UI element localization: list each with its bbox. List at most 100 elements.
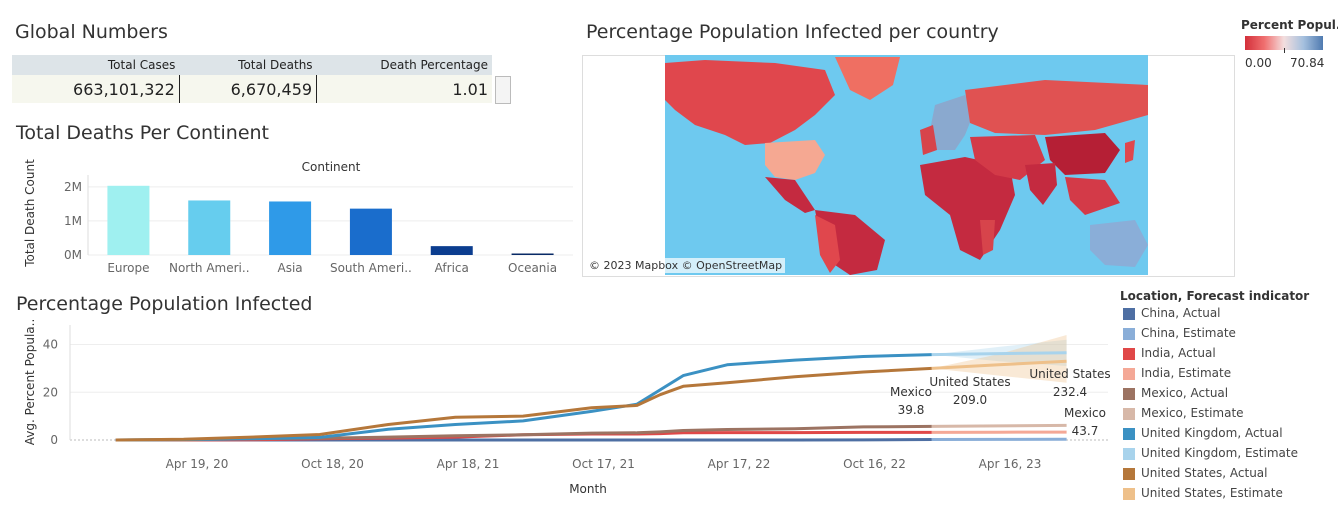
line-legend-title: Location, Forecast indicator xyxy=(1120,289,1310,303)
value-total-deaths: 6,670,459 xyxy=(179,75,318,103)
bar-1[interactable] xyxy=(188,200,231,255)
bar-category-label: Europe xyxy=(107,261,149,275)
legend-swatch xyxy=(1123,407,1135,420)
country-south-africa[interactable] xyxy=(980,220,995,255)
global-numbers-table: Total Cases Total Deaths Death Percentag… xyxy=(12,55,492,103)
line-x-tick: Apr 19, 20 xyxy=(166,457,229,471)
country-uk[interactable] xyxy=(920,125,937,155)
line-annotation: Mexico xyxy=(890,385,932,399)
legend-item[interactable]: Mexico, Estimate xyxy=(1123,406,1244,424)
legend-label: India, Actual xyxy=(1141,346,1216,360)
line-chart-title: Percentage Population Infected xyxy=(16,293,313,315)
forecast-band xyxy=(931,335,1067,383)
bar-0[interactable] xyxy=(107,185,150,255)
line-x-tick: Apr 17, 22 xyxy=(708,457,771,471)
country-japan[interactable] xyxy=(1125,140,1135,163)
country-greenland[interactable] xyxy=(835,57,900,100)
country-se-asia[interactable] xyxy=(1065,177,1120,215)
legend-swatch xyxy=(1123,367,1135,380)
map-legend-min: 0.00 xyxy=(1245,56,1272,70)
legend-label: Mexico, Actual xyxy=(1141,386,1229,400)
country-india[interactable] xyxy=(1025,163,1057,205)
legend-item[interactable]: China, Estimate xyxy=(1123,326,1236,344)
country-canada[interactable] xyxy=(665,60,835,145)
line-annotation: United States xyxy=(929,375,1010,389)
legend-label: United States, Estimate xyxy=(1141,486,1283,500)
legend-swatch xyxy=(1123,467,1135,480)
line-annotation: 232.4 xyxy=(1053,385,1087,399)
header-total-deaths: Total Deaths xyxy=(179,55,317,75)
bar-y-tick: 2M xyxy=(64,180,82,194)
percentage-infected-chart: Avg. Percent Popula.. Month 0 20 40 Apr 19,… xyxy=(23,320,1111,496)
legend-swatch xyxy=(1123,487,1135,500)
legend-item[interactable]: United Kingdom, Actual xyxy=(1123,426,1283,444)
legend-item[interactable]: China, Actual xyxy=(1123,306,1221,324)
value-death-percentage: 1.01 xyxy=(316,75,492,103)
map-legend-title: Percent Popul.. xyxy=(1241,18,1338,32)
bar-category-label: Asia xyxy=(278,261,303,275)
country-europe[interactable] xyxy=(930,95,975,150)
bar-5[interactable] xyxy=(511,253,554,256)
series-line-9[interactable] xyxy=(931,359,1067,370)
line-x-tick: Oct 18, 20 xyxy=(301,457,364,471)
legend-item[interactable]: United States, Actual xyxy=(1123,466,1267,484)
country-argentina[interactable] xyxy=(815,215,840,273)
legend-item[interactable]: India, Estimate xyxy=(1123,366,1231,384)
bar-y-label: Total Death Count xyxy=(23,159,37,268)
bar-y-tick: 1M xyxy=(64,214,82,228)
world-map[interactable] xyxy=(665,55,1148,275)
series-line-6[interactable] xyxy=(115,353,932,442)
bar-y-tick: 0M xyxy=(64,248,82,262)
legend-item[interactable]: India, Actual xyxy=(1123,346,1216,364)
global-numbers-title: Global Numbers xyxy=(15,21,168,43)
country-usa[interactable] xyxy=(765,140,825,180)
country-australia[interactable] xyxy=(1090,220,1148,267)
line-y-tick: 20 xyxy=(43,385,58,399)
header-total-cases: Total Cases xyxy=(12,55,180,75)
line-x-tick: Apr 18, 21 xyxy=(437,457,500,471)
legend-label: China, Actual xyxy=(1141,306,1221,320)
line-x-tick: Oct 17, 21 xyxy=(572,457,635,471)
bar-4[interactable] xyxy=(430,246,473,255)
bar-category-label: Africa xyxy=(435,261,469,275)
bar-3[interactable] xyxy=(349,208,392,255)
series-line-8[interactable] xyxy=(115,366,932,442)
legend-swatch xyxy=(1123,447,1135,460)
legend-label: United Kingdom, Actual xyxy=(1141,426,1283,440)
line-x-tick: Oct 16, 22 xyxy=(843,457,906,471)
table-scrollbar[interactable] xyxy=(495,76,511,104)
map-credit: © 2023 Mapbox © OpenStreetMap xyxy=(586,258,786,273)
legend-label: United States, Actual xyxy=(1141,466,1268,480)
line-annotation: Mexico xyxy=(1064,406,1106,420)
line-y-label: Avg. Percent Popula.. xyxy=(23,320,37,445)
bar-2[interactable] xyxy=(269,201,312,255)
line-x-label: Month xyxy=(569,482,607,496)
country-mexico[interactable] xyxy=(765,177,815,213)
legend-label: Mexico, Estimate xyxy=(1141,406,1244,420)
line-y-tick: 40 xyxy=(43,338,58,352)
bar-chart-title: Total Deaths Per Continent xyxy=(16,122,270,144)
bar-category-label: North Ameri.. xyxy=(169,261,250,275)
series-line-5[interactable] xyxy=(931,423,1067,428)
bar-continent-header: Continent xyxy=(302,160,361,174)
series-line-7[interactable] xyxy=(931,351,1067,357)
legend-item[interactable]: Mexico, Actual xyxy=(1123,386,1228,404)
map-legend-tick xyxy=(1284,48,1285,53)
legend-item[interactable]: United States, Estimate xyxy=(1123,486,1283,504)
map-legend-max: 70.84 xyxy=(1290,56,1325,70)
bar-category-label: South Ameri.. xyxy=(330,261,412,275)
legend-swatch xyxy=(1123,427,1135,440)
legend-label: United Kingdom, Estimate xyxy=(1141,446,1298,460)
line-annotation: 43.7 xyxy=(1072,424,1099,438)
legend-swatch xyxy=(1123,387,1135,400)
value-total-cases: 663,101,322 xyxy=(12,75,180,103)
line-annotation: 209.0 xyxy=(953,393,987,407)
legend-item[interactable]: United Kingdom, Estimate xyxy=(1123,446,1298,464)
bar-category-label: Oceania xyxy=(508,261,557,275)
header-death-percentage: Death Percentage xyxy=(316,55,492,75)
country-russia[interactable] xyxy=(965,80,1148,135)
deaths-per-continent-chart: Continent Total Death Count 0M 1M 2M Europe… xyxy=(23,159,573,275)
legend-swatch xyxy=(1123,327,1135,340)
legend-swatch xyxy=(1123,307,1135,320)
country-china[interactable] xyxy=(1045,133,1120,175)
